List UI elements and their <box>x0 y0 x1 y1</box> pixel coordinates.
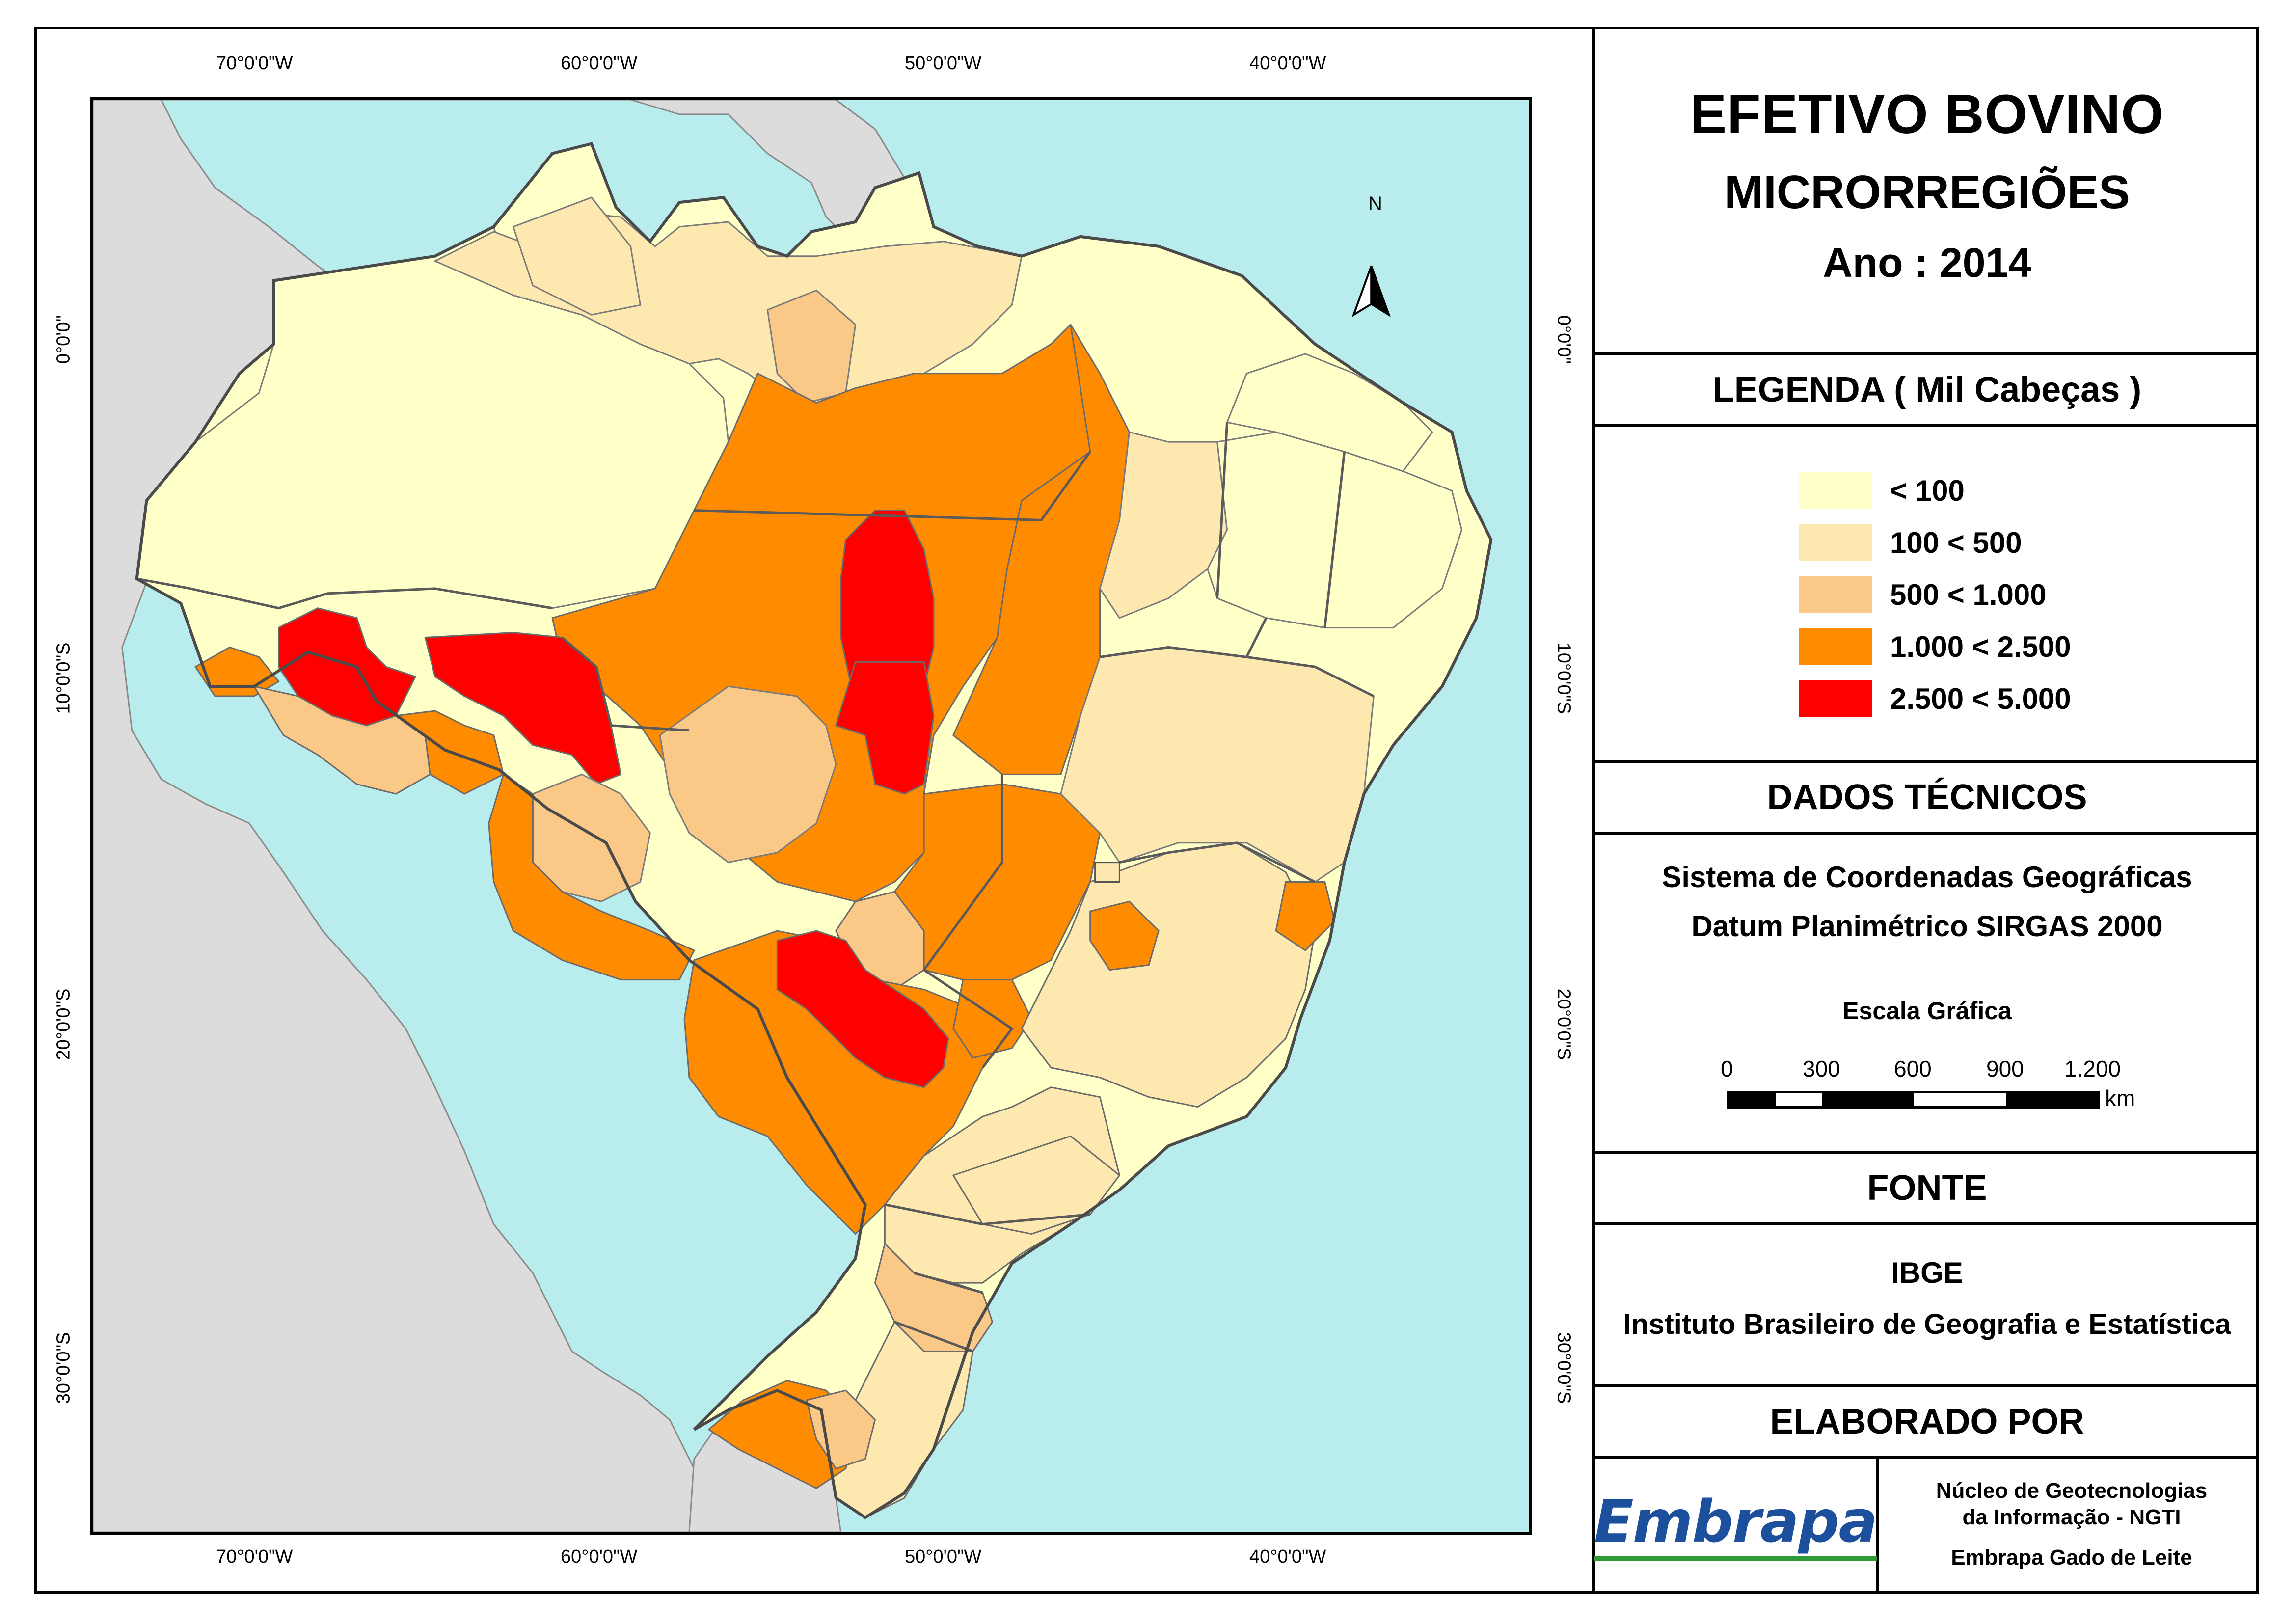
source-header-box: FONTE <box>1595 1154 2259 1225</box>
panel-divider <box>1592 27 1595 1594</box>
legend-swatch <box>1799 628 1872 665</box>
legend-item: 500 < 1.000 <box>1799 576 2047 613</box>
legend-label: < 100 <box>1890 474 1965 507</box>
scale-title: Escala Gráfica <box>1842 997 2012 1025</box>
ngti-line-1: Núcleo de Geotecnologias <box>1936 1479 2208 1503</box>
legend-swatch <box>1799 472 1872 509</box>
map-year: Ano : 2014 <box>1823 240 2031 286</box>
legend-swatch <box>1799 524 1872 561</box>
embrapa-logo: Embrapa <box>1594 1483 1878 1566</box>
legend-label: 500 < 1.000 <box>1890 578 2047 611</box>
legend-swatch <box>1799 680 1872 717</box>
map-canvas <box>93 100 1493 1532</box>
map-frame <box>34 27 2259 1594</box>
legend-item: 1.000 < 2.500 <box>1799 628 2071 665</box>
legend-header-box: LEGENDA ( Mil Cabeças ) <box>1595 355 2259 427</box>
scale-label: 300 <box>1803 1056 1840 1082</box>
graticule-left-label: 30°0'0"S <box>53 1332 74 1404</box>
title-section: EFETIVO BOVINO MICRORREGIÕES Ano : 2014 <box>1595 27 2259 355</box>
legend-item: 100 < 500 <box>1799 524 2022 561</box>
scale-label: 0 <box>1721 1056 1733 1082</box>
graticule-top-label: 60°0'0"W <box>561 53 638 74</box>
graticule-right-label: 20°0'0"S <box>1553 988 1574 1060</box>
legend-label: 2.500 < 5.000 <box>1890 682 2071 715</box>
tech-header: DADOS TÉCNICOS <box>1767 778 2087 817</box>
source-header: FONTE <box>1867 1168 1987 1208</box>
graticule-top-label: 50°0'0"W <box>905 53 982 74</box>
map-subtitle: MICRORREGIÕES <box>1724 166 2130 218</box>
legend-header: LEGENDA ( Mil Cabeças ) <box>1712 370 2142 409</box>
state-borders <box>136 422 1375 1353</box>
legend-box <box>1595 427 2259 763</box>
ngti-line-2: da Informação - NGTI <box>1962 1505 2181 1529</box>
source-box <box>1595 1225 2259 1387</box>
legend-item: 2.500 < 5.000 <box>1799 680 2071 717</box>
graticule-bottom-label: 70°0'0"W <box>216 1546 293 1567</box>
graticule-right-label: 30°0'0"S <box>1553 1332 1574 1404</box>
source-org: IBGE <box>1891 1256 1963 1289</box>
graticule-bottom-label: 50°0'0"W <box>905 1546 982 1567</box>
logo-divider <box>1876 1459 1879 1594</box>
legend-label: 1.000 < 2.500 <box>1890 630 2071 663</box>
ngti-line-3: Embrapa Gado de Leite <box>1951 1545 2192 1570</box>
scale-label: 600 <box>1894 1056 1932 1082</box>
source-name: Instituto Brasileiro de Geografia e Esta… <box>1623 1308 2231 1340</box>
graticule-right-label: 0°0'0" <box>1553 315 1574 364</box>
choropleth-map: N <box>90 97 1532 1535</box>
datum-text: Datum Planimétrico SIRGAS 2000 <box>1691 910 2163 943</box>
graticule-top-label: 70°0'0"W <box>216 53 293 74</box>
graticule-bottom-label: 60°0'0"W <box>561 1546 638 1567</box>
scale-bar <box>1727 1091 2100 1109</box>
graticule-right-label: 10°0'0"S <box>1553 642 1574 714</box>
author-header-box: ELABORADO POR <box>1595 1387 2259 1459</box>
graticule-top-label: 40°0'0"W <box>1249 53 1326 74</box>
north-arrow-label: N <box>1368 193 1382 215</box>
map-title: EFETIVO BOVINO <box>1690 83 2164 145</box>
legend-swatch <box>1799 576 1872 613</box>
legend-item: < 100 <box>1799 472 1965 509</box>
author-header: ELABORADO POR <box>1770 1402 2084 1441</box>
scale-label: 1.200 <box>2064 1056 2121 1082</box>
embrapa-logo-text: Embrapa <box>1594 1488 1878 1561</box>
graticule-left-label: 10°0'0"S <box>53 642 74 714</box>
graticule-bottom-label: 40°0'0"W <box>1249 1546 1326 1567</box>
scale-label: 900 <box>1986 1056 2024 1082</box>
scale-unit: km <box>2105 1085 2135 1111</box>
north-arrow-icon <box>1351 265 1391 317</box>
tech-box <box>1595 835 2259 1154</box>
tech-header-box: DADOS TÉCNICOS <box>1595 763 2259 835</box>
graticule-left-label: 20°0'0"S <box>53 988 74 1060</box>
coord-system-text: Sistema de Coordenadas Geográficas <box>1662 861 2192 893</box>
graticule-left-label: 0°0'0" <box>53 315 74 364</box>
legend-label: 100 < 500 <box>1890 526 2022 559</box>
